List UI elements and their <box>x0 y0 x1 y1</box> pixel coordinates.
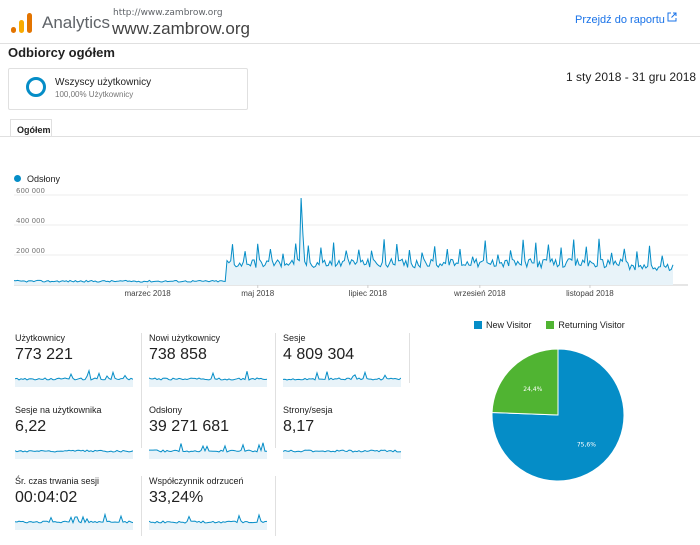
pageviews-area <box>14 198 673 285</box>
analytics-logo-icon <box>11 13 32 33</box>
page-title: Odbiorcy ogółem <box>8 45 115 60</box>
metric-label: Strony/sesja <box>283 405 333 415</box>
metric-divider <box>275 476 276 536</box>
metric-sparkline <box>149 513 267 530</box>
metric-card[interactable]: Nowi użytkownicy 738 858 <box>149 333 271 393</box>
segment-card[interactable] <box>8 68 248 110</box>
metric-value: 39 271 681 <box>149 418 230 435</box>
y-tick-label: 600 000 <box>16 187 45 195</box>
x-tick-label: maj 2018 <box>241 289 274 298</box>
metric-card[interactable]: Sesje 4 809 304 <box>283 333 405 393</box>
metric-divider <box>141 476 142 536</box>
x-tick-label: listopad 2018 <box>566 289 614 298</box>
account-url: http://www.zambrow.org <box>113 8 223 18</box>
returning-visitor-slice[interactable] <box>491 348 559 416</box>
tab-overview[interactable]: Ogółem <box>10 119 52 137</box>
pie-slice-label: 24,4% <box>523 386 542 393</box>
go-to-report-link[interactable]: Przejdź do raportu <box>575 14 665 26</box>
metric-divider <box>409 333 410 383</box>
property-name[interactable]: www.zambrow.org <box>112 19 250 38</box>
pageviews-legend-label: Odsłony <box>27 174 61 184</box>
header-divider <box>0 43 700 44</box>
pageviews-line-chart[interactable]: 600 000 400 000 200 000 marzec 2018 maj 201… <box>0 185 700 300</box>
metric-card[interactable]: Użytkownicy 773 221 <box>15 333 137 393</box>
x-tick-label: wrzesień 2018 <box>453 289 506 298</box>
metric-sparkline <box>149 442 267 459</box>
pageviews-line <box>13 197 674 283</box>
external-link-icon[interactable] <box>667 12 677 22</box>
segment-ring-icon <box>26 77 46 97</box>
metric-divider <box>141 333 142 448</box>
y-tick-label: 400 000 <box>16 217 45 225</box>
metric-divider <box>275 333 276 448</box>
metric-label: Użytkownicy <box>15 333 66 343</box>
metric-value: 738 858 <box>149 346 207 363</box>
tab-divider <box>0 136 700 137</box>
pie-slice-label: 75,6% <box>577 441 596 448</box>
returning-visitor-legend-swatch <box>546 321 555 329</box>
app-name: Analytics <box>42 13 111 32</box>
visitor-type-pie-chart[interactable]: 75,6% 24,4% <box>478 335 638 495</box>
metric-value: 773 221 <box>15 346 73 363</box>
metric-sparkline <box>15 449 133 459</box>
new-visitor-legend: New Visitor <box>486 320 532 330</box>
metric-value: 6,22 <box>15 418 47 435</box>
metric-card[interactable]: Strony/sesja 8,17 <box>283 405 405 465</box>
metric-sparkline <box>283 370 401 387</box>
metric-card[interactable]: Odsłony 39 271 681 <box>149 405 271 465</box>
pie-legend: New Visitor Returning Visitor <box>474 320 625 334</box>
metric-value: 00:04:02 <box>15 489 78 506</box>
metric-sparkline <box>149 371 267 387</box>
metric-label: Nowi użytkownicy <box>149 333 221 343</box>
x-tick-label: marzec 2018 <box>124 289 171 298</box>
metric-card[interactable]: Współczynnik odrzuceń 33,24% <box>149 476 271 536</box>
metric-value: 8,17 <box>283 418 315 435</box>
metric-label: Odsłony <box>149 405 183 415</box>
new-visitor-legend-swatch <box>474 321 482 329</box>
metric-card[interactable]: Sesje na użytkownika 6,22 <box>15 405 137 465</box>
x-tick-label: lipiec 2018 <box>349 289 388 298</box>
metric-sparkline <box>15 512 133 530</box>
metric-label: Śr. czas trwania sesji <box>15 476 100 486</box>
metric-sparkline <box>283 449 401 459</box>
metric-card[interactable]: Śr. czas trwania sesji 00:04:02 <box>15 476 137 536</box>
metric-label: Współczynnik odrzuceń <box>149 476 244 486</box>
metric-label: Sesje na użytkownika <box>15 405 102 415</box>
metric-value: 4 809 304 <box>283 346 355 363</box>
date-range-picker[interactable]: 1 sty 2018 - 31 gru 2018 <box>566 70 697 84</box>
segment-percent: 100,00% Użytkownicy <box>55 90 134 99</box>
returning-visitor-legend: Returning Visitor <box>558 320 625 330</box>
metric-label: Sesje <box>283 333 306 343</box>
segment-name: Wszyscy użytkownicy <box>55 77 152 88</box>
metric-sparkline <box>15 368 133 387</box>
pageviews-legend-dot <box>14 175 21 182</box>
new-visitor-slice[interactable] <box>491 348 625 482</box>
metric-value: 33,24% <box>149 489 204 506</box>
y-tick-label: 200 000 <box>16 247 45 255</box>
